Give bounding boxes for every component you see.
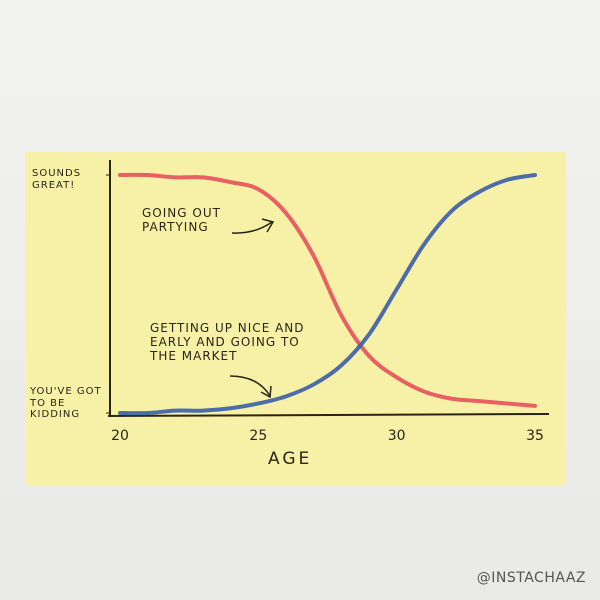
x-axis: [107, 413, 550, 417]
x-axis-label: AGE: [268, 449, 313, 469]
x-tick-label: 20: [111, 428, 129, 444]
annotation: GOING OUT PARTYING: [142, 206, 221, 234]
sticky-note: [25, 152, 566, 485]
line: [118, 173, 537, 416]
y-tick-label: SOUNDS GREAT!: [32, 168, 82, 191]
arrow: [231, 218, 275, 234]
y-tick-label: YOU'VE GOT TO BE KIDDING: [30, 386, 102, 420]
line: [118, 172, 537, 408]
annotation: GETTING UP NICE AND EARLY AND GOING TO T…: [150, 321, 305, 363]
arrow: [229, 375, 272, 399]
credit: @INSTACHAAZ: [476, 570, 586, 586]
x-tick-label: 35: [526, 428, 544, 444]
x-tick-label: 25: [249, 428, 267, 444]
x-tick-label: 30: [388, 428, 406, 444]
